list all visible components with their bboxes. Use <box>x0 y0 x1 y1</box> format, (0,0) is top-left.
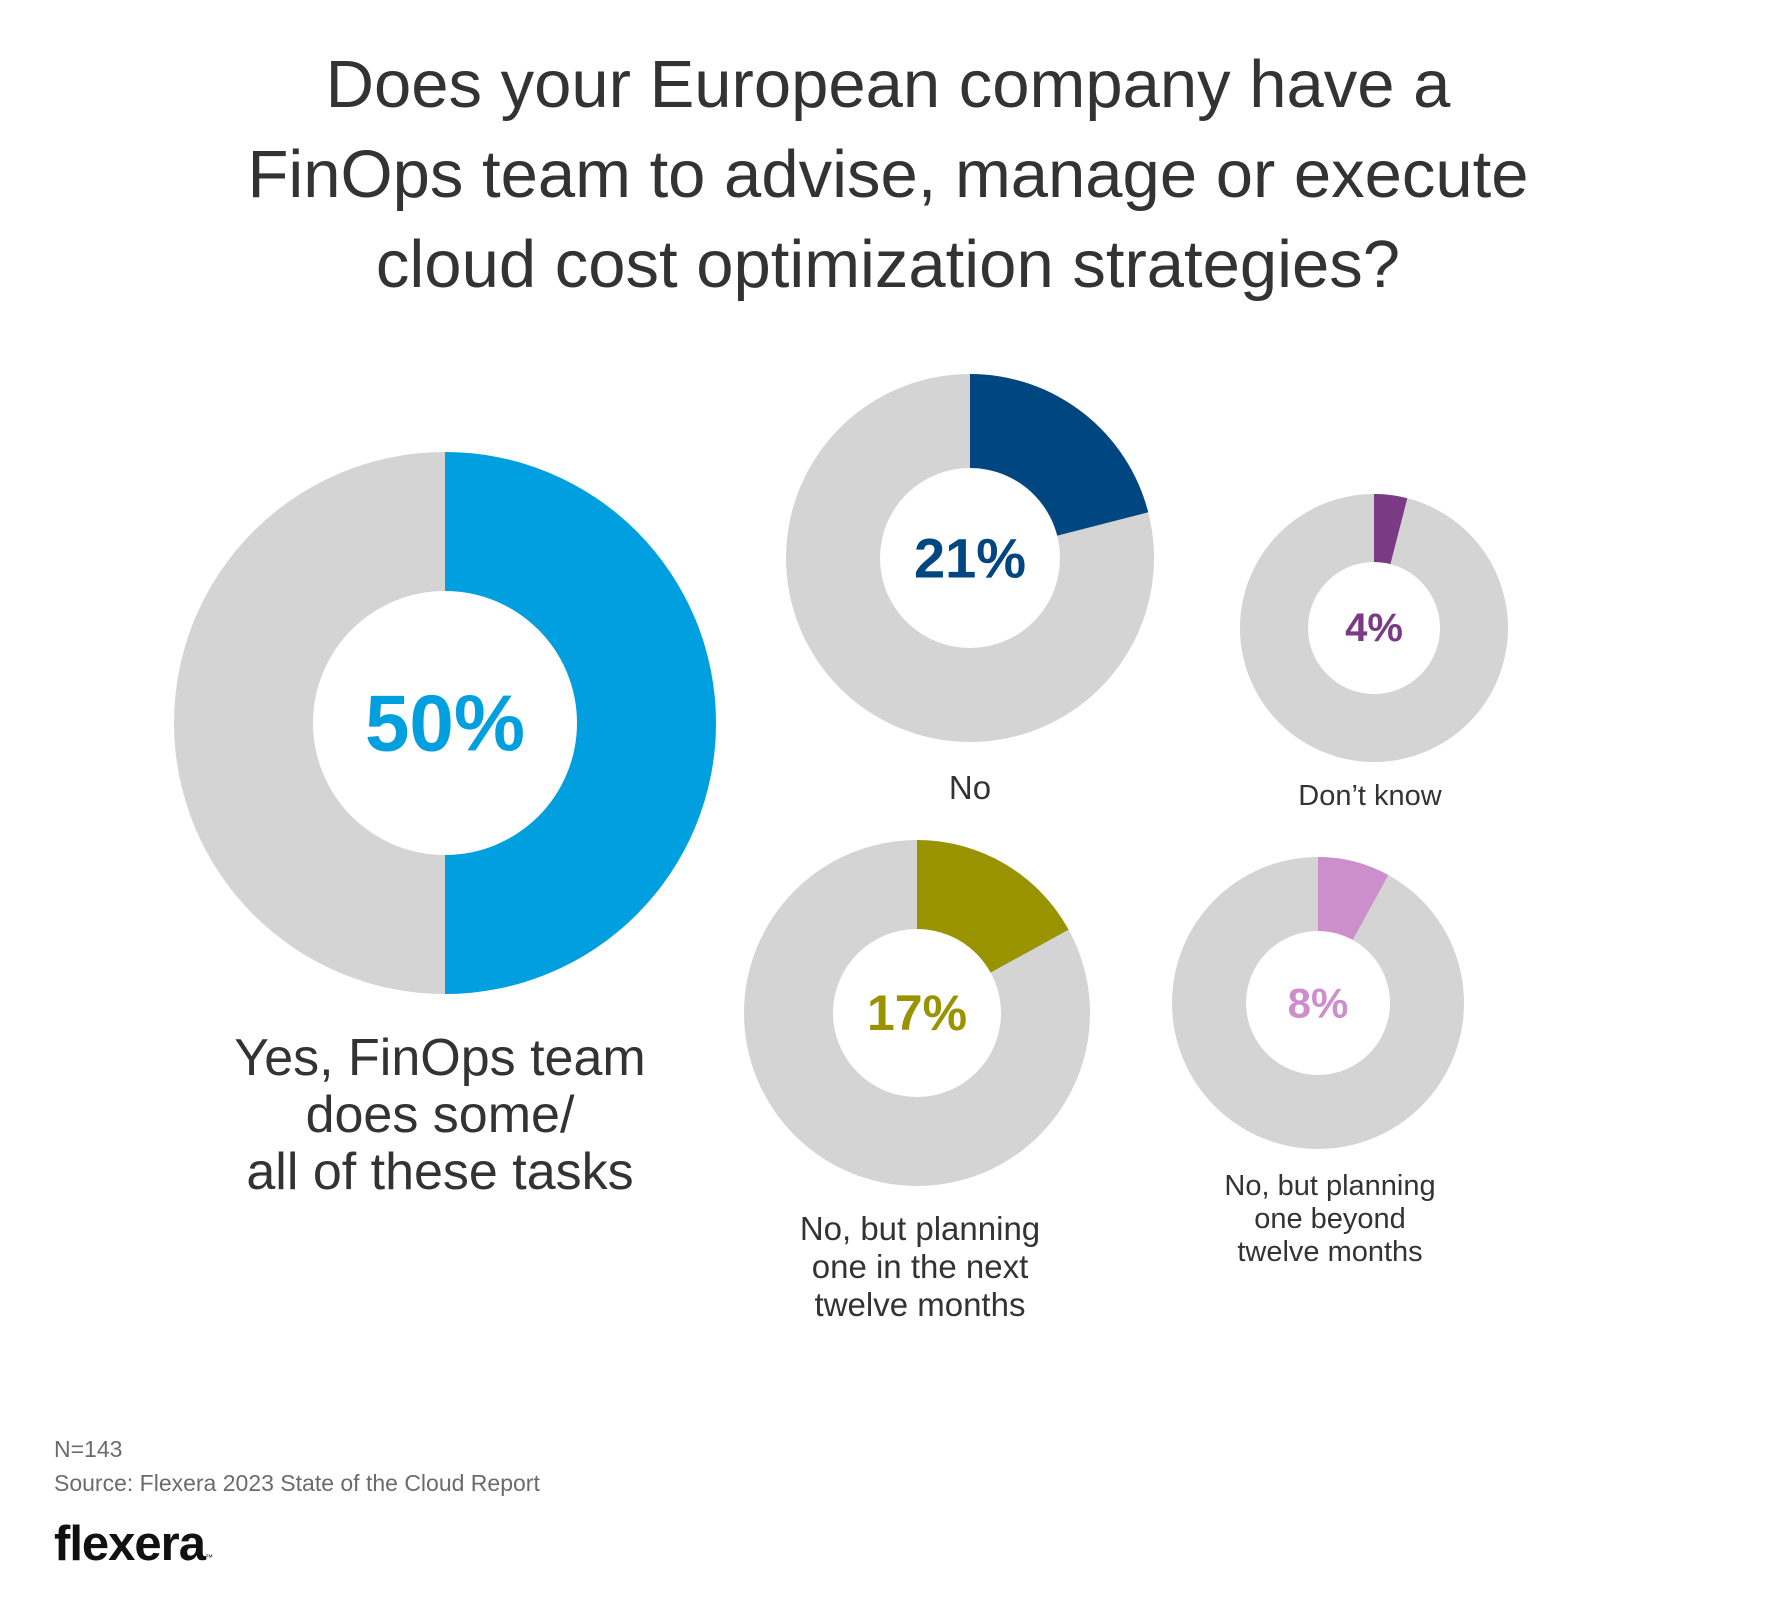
slice-label-line: one beyond <box>1254 1203 1406 1235</box>
sample-size-note: N=143 <box>54 1436 123 1462</box>
slice-label-planning-beyond: No, but planning one beyond twelve month… <box>1160 1170 1500 1269</box>
slice-label-line: No, but planning <box>799 1210 1041 1247</box>
slice-label-line: twelve months <box>814 1286 1026 1323</box>
donut-dont-know: 4% <box>1240 494 1508 762</box>
slice-label-line: does some/ <box>305 1086 575 1144</box>
slice-label-dont-know: Don’t know <box>1220 778 1520 814</box>
slice-label-line: No <box>948 769 992 806</box>
donut-hole <box>880 468 1060 648</box>
slice-label-line: one in the next <box>811 1248 1029 1285</box>
title-line: cloud cost optimization strategies? <box>375 227 1401 302</box>
slice-label-planning-next: No, but planning one in the next twelve … <box>730 1210 1110 1324</box>
donut-hole <box>1246 931 1390 1075</box>
logo-trademark: ™ <box>205 1553 214 1562</box>
title-line: FinOps team to advise, manage or execute <box>247 137 1529 212</box>
donut-hole <box>313 591 577 855</box>
donut-hole <box>1308 562 1440 694</box>
slice-label-line: Don’t know <box>1298 780 1442 812</box>
slice-label-line: No, but planning <box>1224 1170 1436 1202</box>
value-label-planning-next: 17% <box>867 985 967 1041</box>
logo-text: flexera <box>54 1517 206 1571</box>
value-label-yes: 50% <box>365 679 525 768</box>
slice-label-line: Yes, FinOps team <box>234 1029 646 1087</box>
slice-label-line: all of these tasks <box>246 1143 634 1201</box>
flexera-logo: flexera™ <box>54 1516 213 1572</box>
donut-no: 21% <box>786 374 1154 742</box>
slice-label-line: twelve months <box>1237 1236 1423 1268</box>
value-label-dont-know: 4% <box>1345 606 1403 650</box>
source-note: Source: Flexera 2023 State of the Cloud … <box>54 1470 540 1496</box>
donut-planning-beyond: 8% <box>1172 857 1464 1149</box>
donut-planning-next: 17% <box>744 840 1090 1186</box>
donut-yes: 50% <box>174 452 716 994</box>
value-label-no: 21% <box>914 527 1026 590</box>
chart-title: Does your European company have a FinOps… <box>120 40 1656 310</box>
donut-slice-yes <box>445 452 716 994</box>
title-line: Does your European company have a <box>325 47 1451 122</box>
slice-label-no: No <box>820 768 1120 808</box>
slice-label-yes: Yes, FinOps team does some/ all of these… <box>160 1030 720 1201</box>
donut-hole <box>833 929 1001 1097</box>
value-label-planning-beyond: 8% <box>1288 980 1349 1027</box>
